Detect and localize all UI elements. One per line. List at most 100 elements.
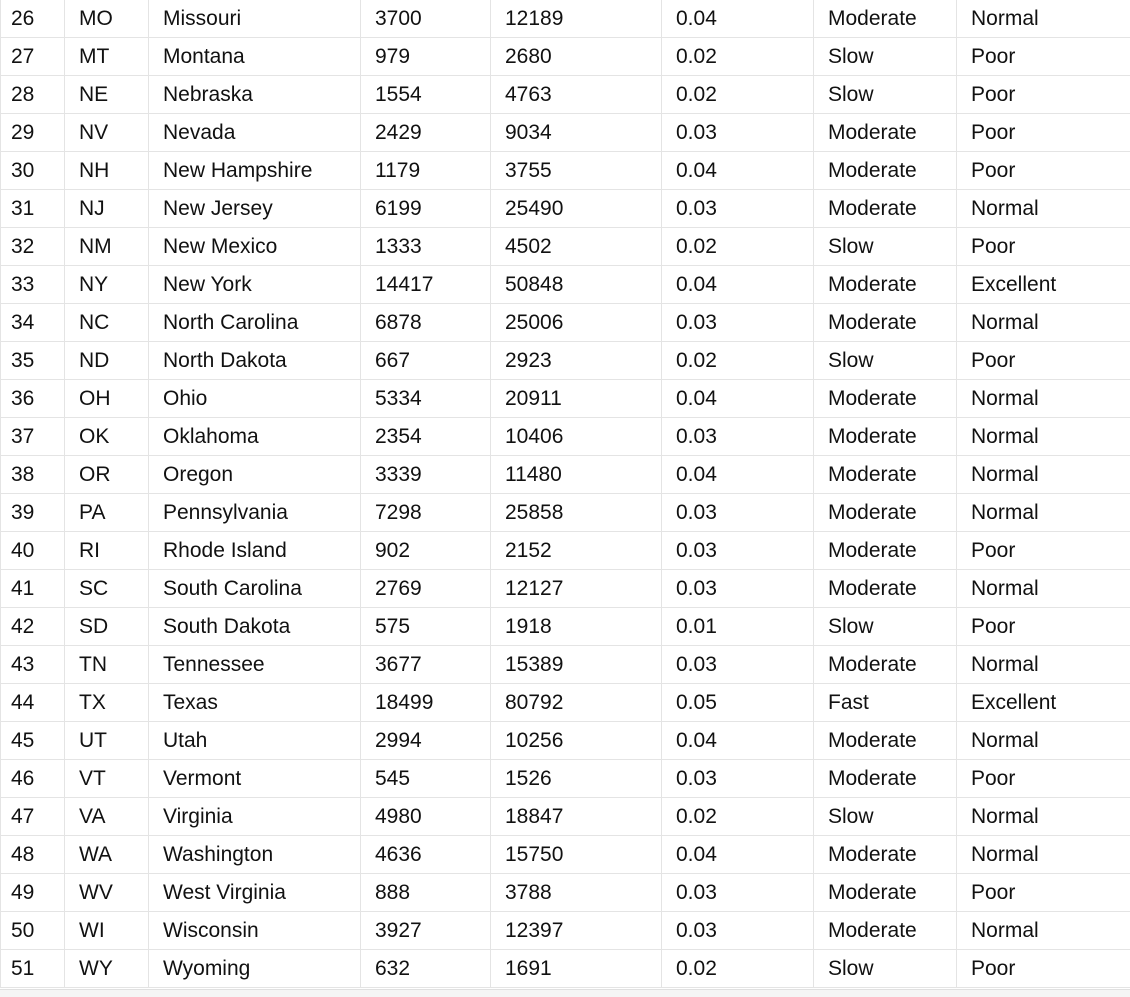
state-name-cell[interactable]: Texas [149, 684, 361, 722]
rate-cell[interactable]: 0.02 [662, 228, 814, 266]
state-abbr-cell[interactable]: WA [65, 836, 149, 874]
state-name-cell[interactable]: Nevada [149, 114, 361, 152]
speed-cell[interactable]: Slow [814, 342, 957, 380]
speed-cell[interactable]: Moderate [814, 418, 957, 456]
rate-cell[interactable]: 0.02 [662, 950, 814, 988]
value-2-cell[interactable]: 18847 [491, 798, 662, 836]
rate-cell[interactable]: 0.02 [662, 38, 814, 76]
quality-cell[interactable]: Poor [957, 342, 1130, 380]
speed-cell[interactable]: Slow [814, 76, 957, 114]
speed-cell[interactable]: Slow [814, 228, 957, 266]
state-abbr-cell[interactable]: WV [65, 874, 149, 912]
quality-cell[interactable]: Normal [957, 380, 1130, 418]
value-2-cell[interactable]: 12127 [491, 570, 662, 608]
value-2-cell[interactable]: 4502 [491, 228, 662, 266]
value-1-cell[interactable]: 6878 [361, 304, 491, 342]
value-1-cell[interactable]: 1333 [361, 228, 491, 266]
state-name-cell[interactable]: Ohio [149, 380, 361, 418]
state-name-cell[interactable]: Utah [149, 722, 361, 760]
rate-cell[interactable]: 0.03 [662, 570, 814, 608]
state-abbr-cell[interactable]: NJ [65, 190, 149, 228]
state-name-cell[interactable]: Vermont [149, 760, 361, 798]
value-2-cell[interactable]: 3788 [491, 874, 662, 912]
value-2-cell[interactable]: 9034 [491, 114, 662, 152]
value-2-cell[interactable]: 10406 [491, 418, 662, 456]
quality-cell[interactable]: Normal [957, 646, 1130, 684]
quality-cell[interactable]: Poor [957, 76, 1130, 114]
row-number-cell[interactable]: 48 [1, 836, 65, 874]
value-2-cell[interactable]: 1526 [491, 760, 662, 798]
state-abbr-cell[interactable]: VA [65, 798, 149, 836]
quality-cell[interactable]: Poor [957, 874, 1130, 912]
speed-cell[interactable]: Moderate [814, 114, 957, 152]
row-number-cell[interactable]: 39 [1, 494, 65, 532]
value-1-cell[interactable]: 3339 [361, 456, 491, 494]
speed-cell[interactable]: Moderate [814, 874, 957, 912]
speed-cell[interactable]: Moderate [814, 304, 957, 342]
state-name-cell[interactable]: Pennsylvania [149, 494, 361, 532]
speed-cell[interactable]: Slow [814, 950, 957, 988]
row-number-cell[interactable]: 47 [1, 798, 65, 836]
rate-cell[interactable]: 0.02 [662, 798, 814, 836]
row-number-cell[interactable]: 50 [1, 912, 65, 950]
quality-cell[interactable]: Poor [957, 608, 1130, 646]
speed-cell[interactable]: Moderate [814, 532, 957, 570]
rate-cell[interactable]: 0.04 [662, 152, 814, 190]
quality-cell[interactable]: Normal [957, 570, 1130, 608]
value-2-cell[interactable]: 3755 [491, 152, 662, 190]
state-name-cell[interactable]: North Dakota [149, 342, 361, 380]
value-2-cell[interactable]: 25006 [491, 304, 662, 342]
row-number-cell[interactable]: 46 [1, 760, 65, 798]
rate-cell[interactable]: 0.04 [662, 0, 814, 38]
value-1-cell[interactable]: 6199 [361, 190, 491, 228]
row-number-cell[interactable]: 26 [1, 0, 65, 38]
quality-cell[interactable]: Normal [957, 836, 1130, 874]
rate-cell[interactable]: 0.04 [662, 266, 814, 304]
value-1-cell[interactable]: 545 [361, 760, 491, 798]
quality-cell[interactable]: Poor [957, 760, 1130, 798]
value-1-cell[interactable]: 3700 [361, 0, 491, 38]
value-1-cell[interactable]: 902 [361, 532, 491, 570]
quality-cell[interactable]: Normal [957, 304, 1130, 342]
state-abbr-cell[interactable]: MO [65, 0, 149, 38]
rate-cell[interactable]: 0.03 [662, 494, 814, 532]
speed-cell[interactable]: Slow [814, 38, 957, 76]
value-1-cell[interactable]: 2994 [361, 722, 491, 760]
speed-cell[interactable]: Moderate [814, 190, 957, 228]
value-1-cell[interactable]: 3927 [361, 912, 491, 950]
state-name-cell[interactable]: North Carolina [149, 304, 361, 342]
row-number-cell[interactable]: 51 [1, 950, 65, 988]
row-number-cell[interactable]: 37 [1, 418, 65, 456]
quality-cell[interactable]: Normal [957, 722, 1130, 760]
rate-cell[interactable]: 0.03 [662, 304, 814, 342]
value-1-cell[interactable]: 4636 [361, 836, 491, 874]
state-abbr-cell[interactable]: NY [65, 266, 149, 304]
quality-cell[interactable]: Normal [957, 418, 1130, 456]
row-number-cell[interactable]: 36 [1, 380, 65, 418]
row-number-cell[interactable]: 27 [1, 38, 65, 76]
rate-cell[interactable]: 0.02 [662, 76, 814, 114]
row-number-cell[interactable]: 33 [1, 266, 65, 304]
state-abbr-cell[interactable]: ND [65, 342, 149, 380]
rate-cell[interactable]: 0.04 [662, 380, 814, 418]
value-1-cell[interactable]: 2769 [361, 570, 491, 608]
state-abbr-cell[interactable]: PA [65, 494, 149, 532]
speed-cell[interactable]: Moderate [814, 722, 957, 760]
value-1-cell[interactable]: 1179 [361, 152, 491, 190]
state-name-cell[interactable]: New Hampshire [149, 152, 361, 190]
rate-cell[interactable]: 0.03 [662, 418, 814, 456]
value-2-cell[interactable]: 11480 [491, 456, 662, 494]
state-name-cell[interactable]: Tennessee [149, 646, 361, 684]
state-name-cell[interactable]: South Carolina [149, 570, 361, 608]
